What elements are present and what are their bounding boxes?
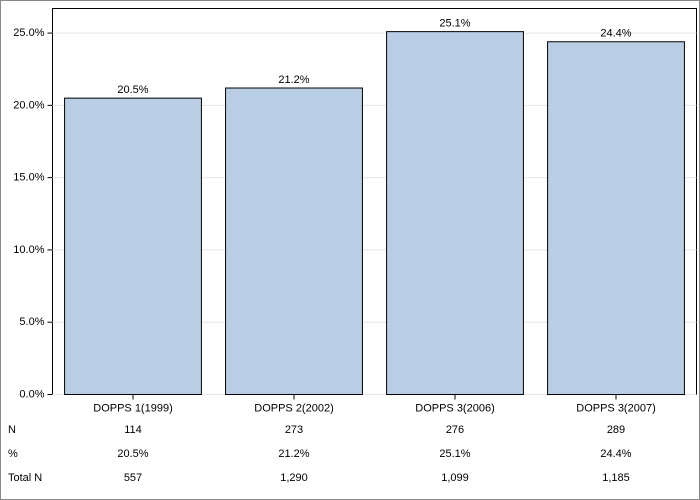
table-cell: 1,185 — [602, 472, 630, 484]
data-label: 20.5% — [117, 84, 148, 96]
table-cell: 276 — [446, 424, 464, 436]
table-row-label: Total N — [8, 472, 42, 484]
y-tick-label: 10.0% — [13, 244, 44, 256]
table-cell: 25.1% — [439, 448, 470, 460]
table-cell: 1,099 — [441, 472, 469, 484]
table-cell: 114 — [124, 424, 142, 436]
data-label: 24.4% — [600, 28, 631, 40]
x-tick-label: DOPPS 1(1999) — [93, 402, 172, 414]
x-tick-label: DOPPS 3(2006) — [415, 402, 494, 414]
data-label: 25.1% — [439, 18, 470, 30]
bar — [547, 41, 685, 395]
table-cell: 273 — [285, 424, 303, 436]
table-cell: 20.5% — [117, 448, 148, 460]
table-cell: 1,290 — [280, 472, 308, 484]
table-cell: 21.2% — [278, 448, 309, 460]
y-tick-label: 25.0% — [13, 27, 44, 39]
table-cell: 24.4% — [600, 448, 631, 460]
table-row-label: N — [8, 424, 16, 436]
bar — [64, 97, 202, 395]
y-tick-label: 5.0% — [19, 316, 44, 328]
y-tick-label: 20.0% — [13, 99, 44, 111]
table-cell: 557 — [124, 472, 142, 484]
bar — [225, 87, 363, 395]
y-tick-label: 0.0% — [19, 388, 44, 400]
data-label: 21.2% — [278, 74, 309, 86]
y-tick-label: 15.0% — [13, 172, 44, 184]
x-tick-label: DOPPS 2(2002) — [254, 402, 333, 414]
x-tick-label: DOPPS 3(2007) — [576, 402, 655, 414]
table-row-label: % — [8, 448, 18, 460]
bar — [386, 31, 524, 396]
table-cell: 289 — [607, 424, 625, 436]
